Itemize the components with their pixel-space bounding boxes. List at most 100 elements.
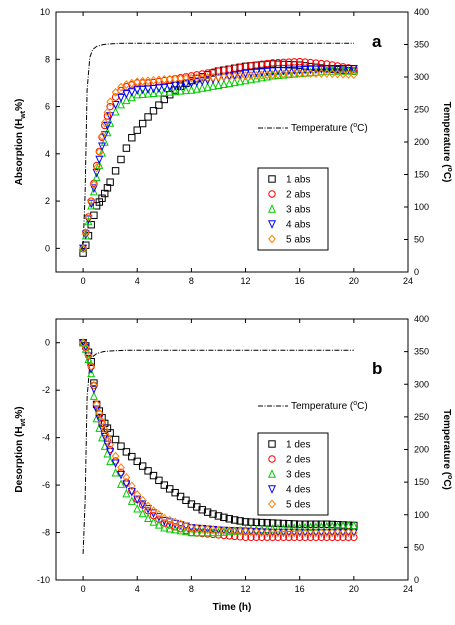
data-point (84, 350, 93, 360)
data-point (247, 71, 255, 81)
data-point (344, 65, 353, 74)
data-point (133, 495, 142, 505)
data-point (138, 495, 147, 505)
data-point (144, 513, 153, 523)
data-point (138, 119, 147, 128)
data-point (111, 100, 120, 110)
data-point (176, 519, 185, 529)
y-right-tick-label: 350 (414, 347, 429, 357)
data-point (247, 527, 255, 537)
x-tick-label: 12 (241, 276, 251, 286)
y-right-axis-label: Temperature (oC) (441, 102, 453, 183)
data-point (220, 525, 228, 535)
data-point (263, 59, 271, 68)
data-point (100, 131, 109, 140)
data-point (241, 75, 250, 85)
y-right-tick-label: 100 (414, 202, 429, 212)
panel-label: b (372, 359, 382, 378)
data-point (133, 457, 141, 466)
data-point (295, 520, 304, 528)
data-point (236, 76, 245, 86)
data-point (285, 533, 293, 541)
legend-marker (268, 440, 276, 448)
data-point (181, 526, 190, 536)
data-point (230, 71, 239, 81)
data-point (274, 533, 282, 541)
data-point (149, 75, 158, 85)
data-point (138, 508, 147, 518)
data-point (84, 216, 93, 226)
data-point (127, 481, 136, 491)
data-point (274, 528, 282, 538)
data-point (176, 492, 185, 501)
data-point (263, 527, 272, 537)
temperature-legend-label-part-3: C) (357, 123, 368, 134)
data-point (214, 80, 223, 89)
data-point (306, 68, 315, 78)
x-tick-label: 24 (403, 276, 413, 286)
data-point (87, 368, 96, 378)
data-point (92, 169, 101, 178)
data-point (103, 127, 112, 137)
data-point (344, 533, 353, 541)
data-point (198, 506, 206, 514)
data-point (198, 527, 207, 537)
data-point (98, 419, 106, 428)
data-point (117, 479, 125, 488)
data-point (117, 463, 125, 472)
data-point (295, 66, 304, 75)
data-point (317, 65, 326, 74)
data-point (268, 67, 277, 76)
data-point (246, 74, 255, 84)
data-point (111, 167, 120, 175)
data-point (155, 476, 163, 485)
legend-marker (268, 485, 276, 494)
data-point (133, 503, 142, 513)
data-point (149, 506, 158, 516)
y-right-axis-label-part-1: Temperature ( (441, 409, 452, 476)
data-point (323, 533, 331, 541)
y-right-tick-label: 400 (414, 7, 429, 17)
data-point (149, 88, 158, 98)
data-point (122, 478, 131, 486)
data-point (333, 69, 342, 79)
data-point (181, 85, 190, 95)
y-right-axis-label: Temperature (oC) (441, 409, 453, 490)
data-point (274, 69, 282, 79)
y-right-tick-label: 100 (414, 510, 429, 520)
data-point (127, 92, 136, 102)
data-point (257, 527, 266, 537)
data-point (87, 196, 96, 206)
temperature-legend-label: Temperature (oC) (291, 400, 368, 412)
data-point (176, 74, 185, 84)
data-point (209, 72, 217, 82)
data-point (290, 523, 299, 532)
data-point (192, 73, 201, 83)
data-point (258, 60, 266, 68)
x-axis-label: Time (h) (213, 602, 252, 613)
data-point (203, 508, 212, 516)
data-point (165, 515, 174, 525)
data-point (144, 85, 153, 94)
data-point (328, 520, 336, 529)
y-axis-label: Absorption (Hwt%) (14, 99, 27, 186)
y-axis-label-part-3: %) (14, 99, 25, 111)
data-point (252, 70, 261, 80)
data-point (87, 200, 96, 210)
y-right-axis-label-part-1: Temperature ( (441, 102, 452, 169)
data-point (128, 452, 136, 461)
data-point (98, 417, 106, 426)
y-axis-label-part-3: %) (14, 406, 25, 418)
y-right-tick-label: 150 (414, 170, 429, 180)
y-tick-label: 2 (45, 196, 50, 206)
data-point (160, 481, 169, 489)
y-right-tick-label: 200 (414, 137, 429, 147)
y-right-tick-label: 400 (414, 314, 429, 324)
data-point (301, 58, 309, 66)
data-point (144, 88, 153, 98)
data-point (301, 65, 310, 75)
x-tick-label: 16 (295, 584, 305, 594)
data-point (339, 66, 347, 75)
data-point (203, 76, 212, 85)
data-point (301, 533, 309, 541)
